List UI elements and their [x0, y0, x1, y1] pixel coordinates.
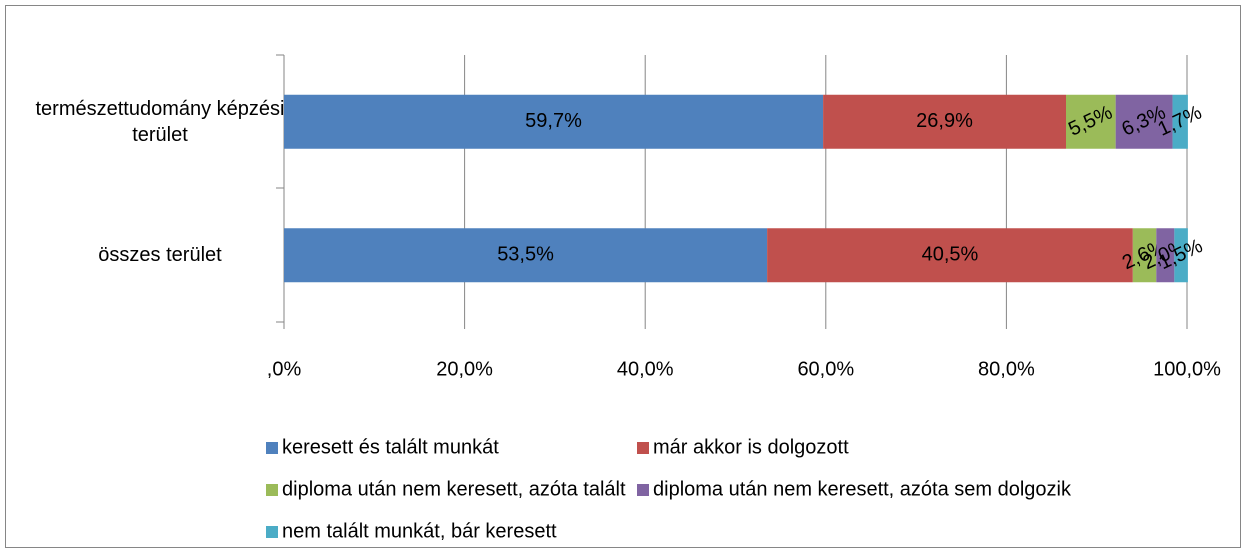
legend-swatch — [266, 484, 278, 496]
bar-segment — [1174, 228, 1188, 283]
x-tick-label: 100,0% — [1153, 358, 1221, 380]
x-tick-label: 40,0% — [617, 358, 674, 380]
bar-segment — [767, 228, 1133, 283]
legend-label: keresett és talált munkát — [282, 436, 499, 458]
data-label: 40,5% — [922, 244, 979, 266]
x-tick-label: 20,0% — [436, 358, 493, 380]
bar-segment — [284, 94, 824, 149]
data-label: 26,9% — [916, 110, 973, 132]
bar-segment — [1065, 94, 1116, 149]
bar-segment — [823, 94, 1066, 149]
legend-swatch — [266, 526, 278, 538]
x-tick-label: 80,0% — [978, 358, 1035, 380]
legend-label: nem talált munkát, bár keresett — [282, 520, 557, 542]
bar-segment — [1156, 228, 1175, 283]
bar-segment — [1115, 94, 1173, 149]
bar-segment — [1132, 228, 1157, 283]
data-label: 59,7% — [525, 110, 582, 132]
bar-segment — [1172, 94, 1188, 149]
bar-segment — [284, 228, 768, 283]
legend-label: diploma után nem keresett, azóta talált — [282, 478, 626, 500]
legend-swatch — [637, 484, 649, 496]
legend-label: diploma után nem keresett, azóta sem dol… — [653, 478, 1072, 500]
y-tick-label: összes terület — [98, 244, 222, 267]
legend-label: már akkor is dolgozott — [653, 436, 849, 458]
y-tick-label: természettudomány képzési terület — [35, 97, 285, 146]
x-tick-label: ,0% — [267, 358, 302, 380]
x-tick-label: 60,0% — [797, 358, 854, 380]
data-label: 53,5% — [497, 244, 554, 266]
legend-swatch — [637, 442, 649, 454]
legend-swatch — [266, 442, 278, 454]
